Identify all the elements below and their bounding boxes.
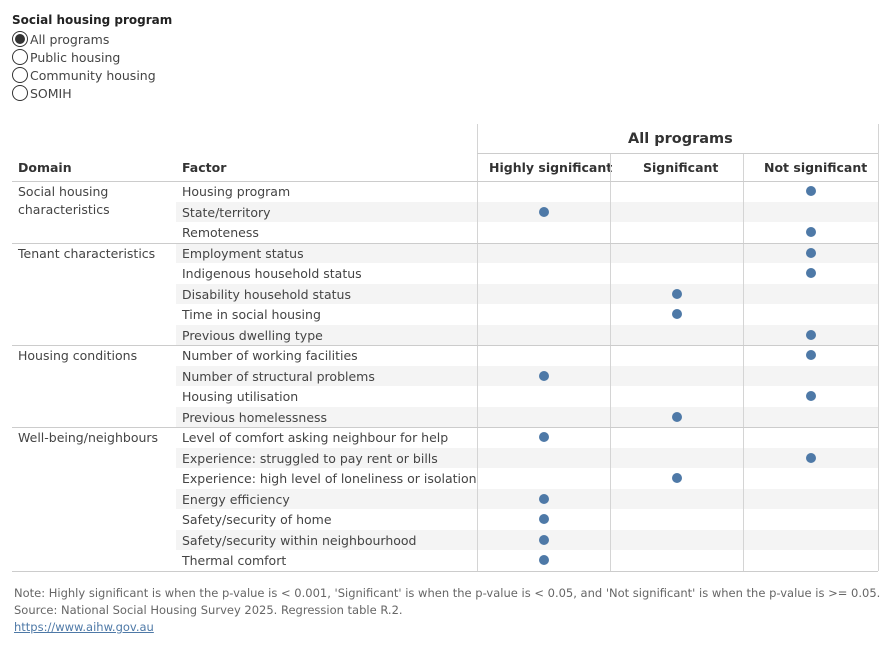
radio-option-somih[interactable]: SOMIH bbox=[12, 84, 172, 102]
significance-mark bbox=[805, 452, 816, 463]
domain-label: Social housing characteristics bbox=[18, 184, 110, 217]
factor-label: Employment status bbox=[182, 245, 304, 261]
program-filter: Social housing program All programs Publ… bbox=[12, 13, 172, 102]
row-band bbox=[176, 242, 878, 263]
notes: Note: Highly significant is when the p-v… bbox=[14, 585, 880, 636]
significance-mark bbox=[805, 391, 816, 402]
significance-mark bbox=[805, 186, 816, 197]
significance-mark bbox=[671, 411, 682, 422]
factor-label: Safety/security of home bbox=[182, 512, 332, 527]
factor-label: Level of comfort asking neighbour for he… bbox=[182, 430, 449, 445]
significance-mark bbox=[538, 534, 549, 545]
domain-rule bbox=[12, 427, 878, 428]
domain-header: Domain bbox=[18, 160, 72, 175]
radio-icon[interactable] bbox=[12, 85, 28, 101]
factor-label: State/territory bbox=[182, 204, 271, 220]
significance-mark bbox=[538, 370, 549, 381]
significance-mark bbox=[538, 514, 549, 525]
factor-label: Number of structural problems bbox=[182, 368, 375, 384]
significant-header: Significant bbox=[643, 160, 719, 175]
significance-mark bbox=[538, 206, 549, 217]
factor-label: Energy efficiency bbox=[182, 491, 290, 507]
row-band bbox=[176, 283, 878, 304]
radio-option-public-housing[interactable]: Public housing bbox=[12, 48, 172, 66]
factor-label: Housing program bbox=[182, 184, 291, 199]
group-title: All programs bbox=[628, 131, 733, 147]
source-link[interactable]: https://www.aihw.gov.au bbox=[14, 620, 154, 634]
factor-label: Previous dwelling type bbox=[182, 327, 323, 343]
significance-table: All programs Domain Factor Highly signif… bbox=[12, 124, 879, 572]
row-band bbox=[176, 488, 878, 509]
significance-mark bbox=[805, 268, 816, 279]
significance-mark bbox=[805, 227, 816, 238]
radio-label: Community housing bbox=[30, 67, 156, 83]
table-bottom-rule bbox=[12, 570, 878, 572]
column-divider bbox=[878, 124, 879, 571]
not-significant-header: Not significant bbox=[764, 160, 868, 175]
factor-label: Time in social housing bbox=[182, 307, 321, 322]
factor-header: Factor bbox=[182, 160, 227, 175]
header-rule bbox=[477, 153, 878, 154]
note-text: Note: Highly significant is when the p-v… bbox=[14, 586, 881, 600]
significance-mark bbox=[805, 329, 816, 340]
domain-rule bbox=[12, 242, 878, 244]
row-band bbox=[176, 324, 878, 345]
domain-label: Well-being/neighbours bbox=[18, 430, 159, 445]
significance-mark bbox=[538, 493, 549, 504]
header-rule bbox=[12, 181, 878, 182]
significance-mark bbox=[671, 288, 682, 299]
column-divider bbox=[477, 124, 478, 571]
row-band bbox=[176, 365, 878, 386]
factor-label: Housing utilisation bbox=[182, 389, 299, 404]
radio-label: All programs bbox=[30, 31, 110, 47]
row-band bbox=[176, 529, 878, 550]
domain-label: Tenant characteristics bbox=[18, 245, 156, 261]
significance-mark bbox=[538, 555, 549, 566]
factor-label: Number of working facilities bbox=[182, 348, 358, 363]
domain-label: Housing conditions bbox=[18, 348, 138, 363]
factor-label: Thermal comfort bbox=[182, 553, 287, 568]
significance-mark bbox=[671, 309, 682, 320]
row-band bbox=[176, 447, 878, 468]
row-band bbox=[176, 201, 878, 222]
factor-label: Experience: struggled to pay rent or bil… bbox=[182, 450, 438, 466]
filter-title: Social housing program bbox=[12, 13, 173, 27]
source-text: Source: National Social Housing Survey 2… bbox=[14, 603, 403, 617]
significance-mark bbox=[805, 350, 816, 361]
column-divider bbox=[743, 153, 744, 571]
radio-label: SOMIH bbox=[30, 85, 72, 101]
radio-icon[interactable] bbox=[12, 49, 28, 65]
highly-significant-header: Highly significant bbox=[489, 160, 613, 175]
radio-icon[interactable] bbox=[12, 31, 28, 47]
radio-label: Public housing bbox=[30, 49, 121, 65]
radio-option-community-housing[interactable]: Community housing bbox=[12, 66, 172, 84]
domain-rule bbox=[12, 345, 878, 346]
radio-icon[interactable] bbox=[12, 67, 28, 83]
factor-label: Disability household status bbox=[182, 286, 351, 302]
factor-label: Remoteness bbox=[182, 225, 259, 240]
factor-label: Previous homelessness bbox=[182, 409, 328, 425]
factor-label: Indigenous household status bbox=[182, 266, 362, 281]
factor-label: Safety/security within neighbourhood bbox=[182, 532, 417, 548]
significance-mark bbox=[538, 432, 549, 443]
significance-mark bbox=[805, 247, 816, 258]
row-band bbox=[176, 406, 878, 427]
factor-label: Experience: high level of loneliness or … bbox=[182, 471, 477, 486]
radio-option-all-programs[interactable]: All programs bbox=[12, 30, 172, 48]
significance-mark bbox=[671, 473, 682, 484]
column-divider bbox=[610, 153, 611, 571]
